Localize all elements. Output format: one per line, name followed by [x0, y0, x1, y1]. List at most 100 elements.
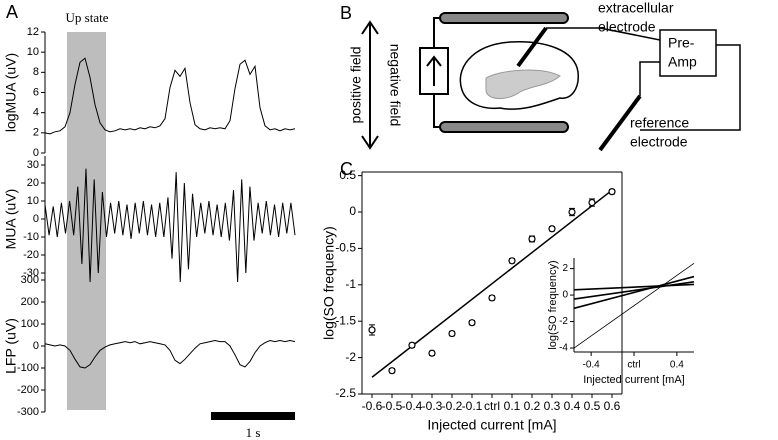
point [528, 235, 536, 243]
y-tick-label: 10 [27, 46, 39, 58]
x-tick-label: -0.5 [382, 399, 403, 413]
x-tick-label: ctrl [484, 399, 500, 413]
diagram-label: Amp [668, 54, 697, 70]
diagram-label: reference [630, 115, 689, 131]
y-tick-label: -4 [559, 343, 568, 354]
point [508, 257, 516, 265]
y-tick-label: 2 [33, 127, 39, 139]
hippocampus [485, 69, 561, 99]
y-axis-label: log(SO frequency) [547, 260, 559, 349]
diagram [361, 12, 741, 152]
diagram-label: Pre- [668, 35, 695, 51]
y-tick-label: -20 [23, 249, 39, 261]
stim-arrow [426, 55, 442, 67]
wire [433, 17, 440, 48]
data-line [573, 283, 695, 291]
y-tick-label: 2 [562, 263, 568, 274]
point [588, 198, 596, 207]
x-tick-label: -0.4 [583, 360, 601, 371]
data-line [573, 262, 695, 349]
x-tick-label: 0.6 [604, 399, 621, 413]
wire [639, 61, 660, 96]
diagram-label: negative field [387, 44, 403, 127]
x-tick-label: -0.4 [402, 399, 423, 413]
y-tick-label: 4 [33, 107, 39, 119]
x-tick-label: 0.5 [584, 399, 601, 413]
y-tick-label: -100 [17, 362, 39, 374]
point [548, 225, 556, 233]
y-tick-label: 300 [21, 274, 39, 286]
x-tick-label: 0.4 [564, 399, 581, 413]
x-tick-label: -0.6 [362, 399, 383, 413]
y-tick-label: -30 [23, 267, 39, 279]
data-line [573, 281, 695, 300]
point [428, 349, 436, 357]
wire [433, 94, 440, 128]
diagram-label: electrode [598, 19, 656, 35]
y-axis-label: LFP (uV) [3, 318, 19, 374]
x-tick-label: 0.1 [504, 399, 521, 413]
reference-electrode [598, 94, 642, 152]
electrode-plate [439, 121, 569, 133]
y-tick-label: -300 [17, 406, 39, 418]
y-tick-label: 200 [21, 296, 39, 308]
data-line [44, 168, 296, 283]
point [448, 329, 456, 338]
panel-label: C [340, 159, 353, 179]
y-tick-label: -2.5 [335, 386, 356, 400]
y-axis-label: log(SO frequency) [321, 226, 337, 340]
x-tick-label: ctrl [627, 360, 640, 371]
arrow-head [361, 20, 379, 35]
wire [546, 27, 661, 41]
point [608, 188, 616, 196]
y-tick-label: 0 [349, 204, 356, 218]
y-tick-label: -1 [345, 277, 356, 291]
y-tick-label: 8 [33, 66, 39, 78]
diagram-label: positive field [348, 46, 364, 123]
y-tick-label: 0 [33, 147, 39, 159]
y-axis-label: logMUA (uV) [3, 53, 19, 132]
electrode-plate [439, 12, 569, 24]
panel-label: A [6, 2, 18, 22]
y-tick-label: 12 [27, 26, 39, 38]
scale-bar [211, 412, 295, 420]
arrow-head [361, 135, 379, 150]
y-tick-label: 0 [33, 213, 39, 225]
y-axis-label: MUA (uV) [3, 189, 19, 250]
y-tick-label: 10 [27, 195, 39, 207]
y-tick-label: -2 [559, 316, 568, 327]
point [468, 319, 476, 327]
preamp-box [659, 29, 717, 77]
y-tick-label: 30 [27, 159, 39, 171]
x-tick-label: 0.4 [670, 360, 684, 371]
data-line [44, 339, 296, 369]
x-tick-label: 0.2 [524, 399, 541, 413]
scale-bar-label: 1 s [246, 425, 261, 440]
y-tick-label: 100 [21, 318, 39, 330]
y-tick-label: -2 [345, 350, 356, 364]
y-tick-label: -1.5 [335, 313, 356, 327]
y-tick-label: -10 [23, 231, 39, 243]
x-tick-label: -0.2 [442, 399, 463, 413]
y-tick-label: 0.5 [339, 168, 356, 182]
annotation: Up state [66, 10, 109, 25]
y-tick-label: 0 [562, 290, 568, 301]
point [568, 208, 576, 216]
up-state-shade [67, 32, 106, 410]
data-line [44, 57, 296, 135]
x-tick-label: -0.1 [462, 399, 483, 413]
y-tick-label: 0 [33, 340, 39, 352]
data-line [573, 275, 695, 310]
y-tick-label: 20 [27, 177, 39, 189]
x-axis-label: Injected current [mA] [583, 374, 685, 386]
brain-slice [459, 41, 579, 110]
wire [640, 44, 741, 131]
y-tick-label: -0.5 [335, 241, 356, 255]
y-tick-label: -200 [17, 384, 39, 396]
y-tick-label: 6 [33, 86, 39, 98]
diagram-label: extracellular [598, 0, 674, 16]
data-line [371, 189, 613, 378]
x-tick-label: 0.3 [544, 399, 561, 413]
